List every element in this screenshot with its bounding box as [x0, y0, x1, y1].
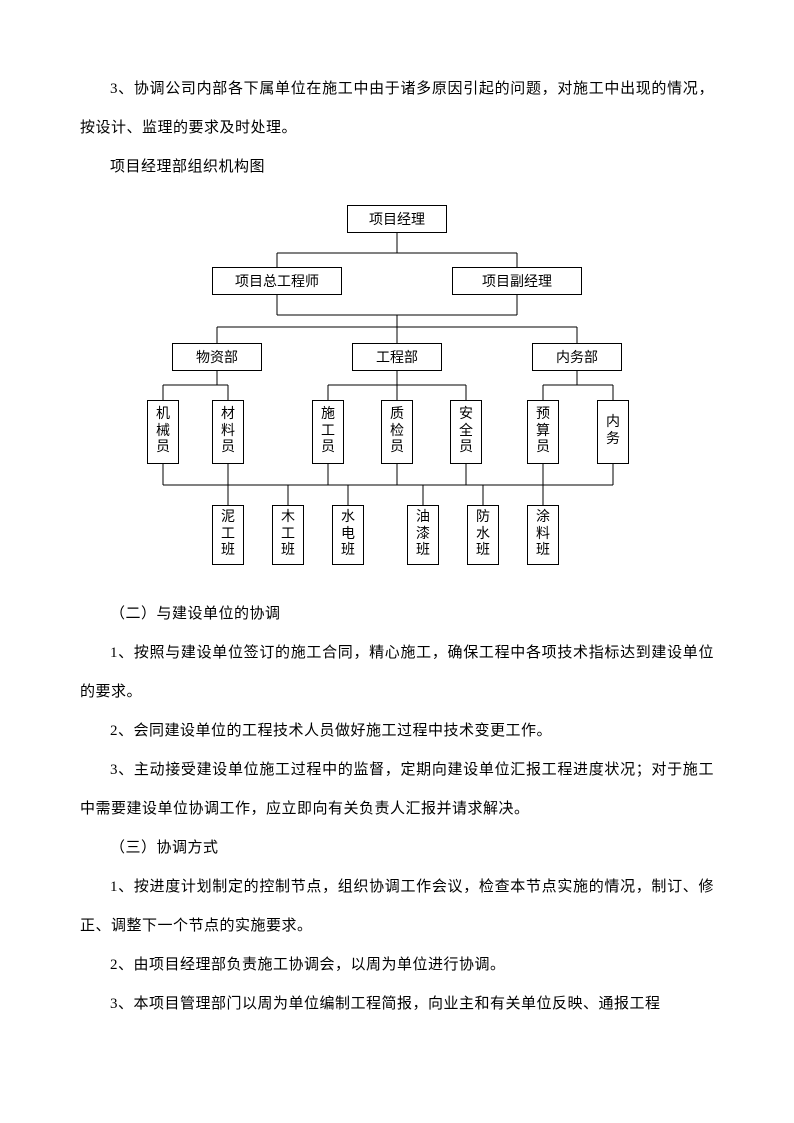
node-m2: 材料员 — [212, 400, 244, 464]
section-3-item-2: 2、由项目经理部负责施工协调会，以周为单位进行协调。 — [80, 946, 714, 985]
section-3-item-1: 1、按进度计划制定的控制节点，组织协调工作会议，检查本节点实施的情况，制订、修正… — [80, 868, 714, 946]
node-m6: 预算员 — [527, 400, 559, 464]
node-root: 项目经理 — [347, 205, 447, 233]
node-m3: 施工员 — [312, 400, 344, 464]
paragraph-1: 3、协调公司内部各下属单位在施工中由于诸多原因引起的问题，对施工中出现的情况，按… — [80, 70, 714, 148]
section-3-item-3: 3、本项目管理部门以周为单位编制工程简报，向业主和有关单位反映、通报工程 — [80, 985, 714, 1024]
node-t5: 防水班 — [467, 505, 499, 565]
node-engineering-dept: 工程部 — [352, 343, 442, 371]
section-2-item-1: 1、按照与建设单位签订的施工合同，精心施工，确保工程中各项技术指标达到建设单位的… — [80, 634, 714, 712]
node-internal-dept: 内务部 — [532, 343, 622, 371]
node-t1: 泥工班 — [212, 505, 244, 565]
section-3-title: （三）协调方式 — [80, 829, 714, 868]
org-chart: 项目经理 项目总工程师 项目副经理 物资部 工程部 内务部 机械员 材料员 施工… — [117, 205, 677, 575]
node-materials-dept: 物资部 — [172, 343, 262, 371]
section-2-title: （二）与建设单位的协调 — [80, 595, 714, 634]
node-chief-engineer: 项目总工程师 — [212, 267, 342, 295]
node-t2: 木工班 — [272, 505, 304, 565]
node-deputy-manager: 项目副经理 — [452, 267, 582, 295]
node-m1: 机械员 — [147, 400, 179, 464]
section-2-item-3: 3、主动接受建设单位施工过程中的监督，定期向建设单位汇报工程进度状况；对于施工中… — [80, 751, 714, 829]
node-m7: 内务 — [597, 400, 629, 464]
node-m5: 安全员 — [450, 400, 482, 464]
node-t6: 涂料班 — [527, 505, 559, 565]
org-chart-lines — [117, 205, 677, 575]
paragraph-2: 项目经理部组织机构图 — [80, 148, 714, 187]
node-t4: 油漆班 — [407, 505, 439, 565]
node-m4: 质检员 — [381, 400, 413, 464]
section-2-item-2: 2、会同建设单位的工程技术人员做好施工过程中技术变更工作。 — [80, 712, 714, 751]
node-t3: 水电班 — [332, 505, 364, 565]
